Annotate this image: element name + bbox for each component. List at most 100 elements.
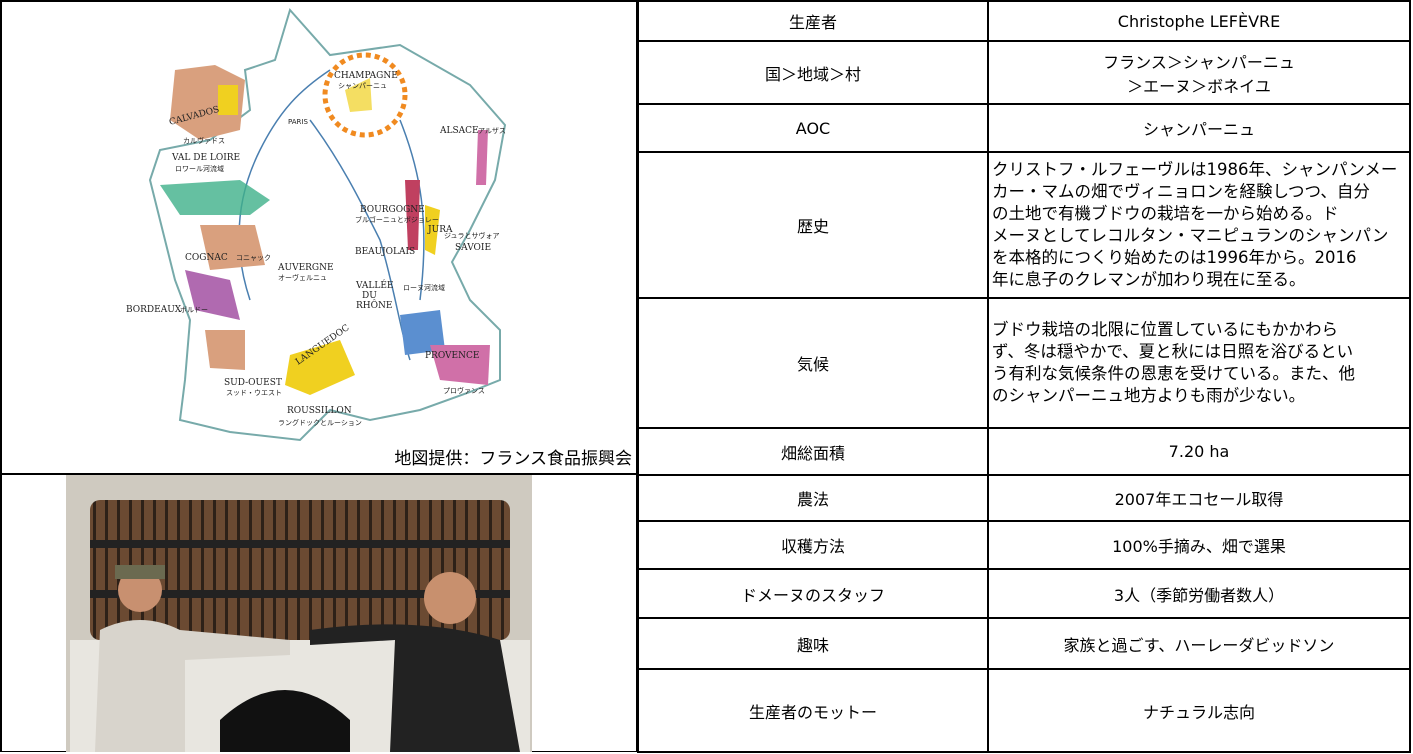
table-row: 歴史 クリストフ・ルフェーヴルは1986年、シャンパンメー カー・マムの畑でヴィニョ… bbox=[637, 151, 1411, 299]
region-bordeaux bbox=[185, 270, 240, 320]
map-label: ROUSSILLON bbox=[287, 406, 352, 416]
value-line: フランス＞シャンパーニュ bbox=[1103, 52, 1295, 72]
region-rhone bbox=[400, 310, 445, 355]
map-label: ラングドックとルーション bbox=[278, 418, 362, 427]
region-languedoc bbox=[285, 340, 355, 395]
value-line: ず、冬は穏やかで、夏と秋には日照を浴びるとい bbox=[992, 342, 1354, 361]
table-row: 気候 ブドウ栽培の北限に位置しているにもかかわら ず、冬は穏やかで、夏と秋には日照を… bbox=[637, 297, 1411, 429]
value-line: ブドウ栽培の北限に位置しているにもかかわら bbox=[992, 320, 1339, 339]
press bbox=[90, 500, 510, 640]
person-head bbox=[424, 572, 476, 624]
person-cap bbox=[115, 565, 165, 579]
region-bourgogne bbox=[405, 180, 420, 250]
row-value: シャンパーニュ bbox=[987, 103, 1411, 153]
map-label: DU bbox=[362, 291, 377, 301]
region-champagne bbox=[345, 78, 372, 112]
value-line: シャンパーニュ bbox=[1142, 120, 1255, 139]
person-shirt bbox=[95, 620, 290, 752]
table-row: 生産者のモットー ナチュラル志向 bbox=[637, 668, 1411, 753]
table-row: 趣味 家族と過ごす、ハーレーダビッドソン bbox=[637, 617, 1411, 670]
map-label: SAVOIE bbox=[455, 243, 491, 253]
row-label: 生産者 bbox=[637, 0, 989, 42]
map-label: VAL DE LOIRE bbox=[171, 153, 240, 163]
press-band bbox=[90, 540, 510, 548]
press-band bbox=[90, 590, 510, 598]
value-line: Christophe LEFÈVRE bbox=[1117, 11, 1281, 31]
row-label: ドメーヌのスタッフ bbox=[637, 568, 989, 619]
value-line: クリストフ・ルフェーヴルは1986年、シャンパンメー bbox=[992, 160, 1398, 179]
row-value: クリストフ・ルフェーヴルは1986年、シャンパンメー カー・マムの畑でヴィニョロン… bbox=[987, 151, 1411, 299]
row-value: 2007年エコセール取得 bbox=[987, 474, 1411, 522]
map-label: カルヴァドス bbox=[183, 136, 225, 145]
region-provence bbox=[430, 345, 490, 385]
value-line: ＞エーヌ＞ボネイユ bbox=[1127, 76, 1271, 96]
row-value: ブドウ栽培の北限に位置しているにもかかわら ず、冬は穏やかで、夏と秋には日照を浴び… bbox=[987, 297, 1411, 429]
map-label: プロヴァンス bbox=[443, 386, 485, 395]
value-line: メーヌとしてレコルタン・マニピュランのシャンパン bbox=[992, 226, 1389, 245]
photo bbox=[66, 475, 532, 752]
map-label: BEAUJOLAIS bbox=[355, 247, 415, 257]
region-calvados-yellow bbox=[218, 85, 238, 115]
map-label: ALSACE bbox=[439, 126, 479, 136]
map-label: ローヌ河流域 bbox=[403, 283, 445, 292]
value-line: 2007年エコセール取得 bbox=[1114, 490, 1284, 509]
region-loire bbox=[160, 180, 270, 215]
map-label: VALLÉE bbox=[355, 279, 393, 291]
value-line: のシャンパーニュ地方よりも雨が少ない。 bbox=[992, 386, 1306, 405]
map-label: オーヴェルニュ bbox=[278, 273, 327, 282]
row-value: 家族と過ごす、ハーレーダビッドソン bbox=[987, 617, 1411, 670]
table-row: AOC シャンパーニュ bbox=[637, 103, 1411, 153]
map-label: BOURGOGNE bbox=[360, 205, 425, 215]
row-value: Christophe LEFÈVRE bbox=[987, 0, 1411, 42]
map-label: アルザス bbox=[478, 127, 506, 135]
map-label: AUVERGNE bbox=[277, 263, 334, 273]
map-credit: 地図提供：フランス食品振興会 bbox=[394, 449, 632, 469]
map-label: RHÔNE bbox=[356, 299, 392, 311]
value-line: 7.20 ha bbox=[1168, 442, 1230, 461]
row-label: 趣味 bbox=[637, 617, 989, 670]
map-label: BORDEAUX bbox=[126, 305, 182, 315]
map-label: ロワール河流域 bbox=[175, 164, 224, 173]
value-line: ナチュラル志向 bbox=[1142, 702, 1255, 722]
map-label: コニャック bbox=[236, 254, 271, 262]
map-label: ブルゴーニュとボジョレー bbox=[355, 215, 439, 224]
info-table: 生産者 Christophe LEFÈVRE 国＞地域＞村 フランス＞シャンパーニュ ＞… bbox=[637, 0, 1411, 753]
map-label: SUD-OUEST bbox=[224, 378, 282, 388]
arch bbox=[220, 690, 350, 752]
row-label: 生産者のモットー bbox=[637, 668, 989, 753]
region-cognac bbox=[200, 225, 265, 270]
left-panel: CHAMPAGNE シャンパーニュ CALVADOS カルヴァドス PARIS … bbox=[0, 0, 637, 752]
map-label: CHAMPAGNE bbox=[334, 71, 398, 81]
row-value: 3人（季節労働者数人） bbox=[987, 568, 1411, 619]
table-row: 収穫方法 100%手摘み、畑で選果 bbox=[637, 520, 1411, 570]
row-value: ナチュラル志向 bbox=[987, 668, 1411, 753]
row-label: 収穫方法 bbox=[637, 520, 989, 570]
map-label: シャンパーニュ bbox=[338, 82, 387, 90]
value-line: 家族と過ごす、ハーレーダビッドソン bbox=[1063, 635, 1335, 655]
region-jura bbox=[425, 205, 440, 255]
value-line: の土地で有機ブドウの栽培を一から始める。ド bbox=[992, 204, 1339, 223]
table-row: 生産者 Christophe LEFÈVRE bbox=[637, 0, 1411, 42]
map-label: ボルドー bbox=[180, 306, 208, 314]
region-sudouest bbox=[205, 330, 245, 370]
row-label: AOC bbox=[637, 103, 989, 153]
row-label: 国＞地域＞村 bbox=[637, 40, 989, 105]
table-row: ドメーヌのスタッフ 3人（季節労働者数人） bbox=[637, 568, 1411, 619]
value-line: 100%手摘み、畑で選果 bbox=[1112, 537, 1286, 556]
value-line: カー・マムの畑でヴィニョロンを経験しつつ、自分 bbox=[992, 182, 1370, 201]
region-alsace bbox=[476, 130, 488, 185]
row-label: 畑総面積 bbox=[637, 427, 989, 476]
map-label: スッド・ウエスト bbox=[226, 389, 282, 397]
value-line: 年に息子のクレマンが加わり現在に至る。 bbox=[992, 270, 1306, 289]
map: CHAMPAGNE シャンパーニュ CALVADOS カルヴァドス PARIS … bbox=[126, 7, 632, 469]
region-calvados bbox=[170, 65, 245, 140]
map-label: PARIS bbox=[288, 118, 308, 126]
map-label: JURA bbox=[427, 225, 453, 235]
map-label: COGNAC bbox=[185, 253, 228, 263]
person-shirt bbox=[310, 624, 520, 752]
table-row: 畑総面積 7.20 ha bbox=[637, 427, 1411, 476]
map-label: ジュラとサヴォア bbox=[444, 231, 500, 240]
row-label: 農法 bbox=[637, 474, 989, 522]
row-value: 100%手摘み、畑で選果 bbox=[987, 520, 1411, 570]
